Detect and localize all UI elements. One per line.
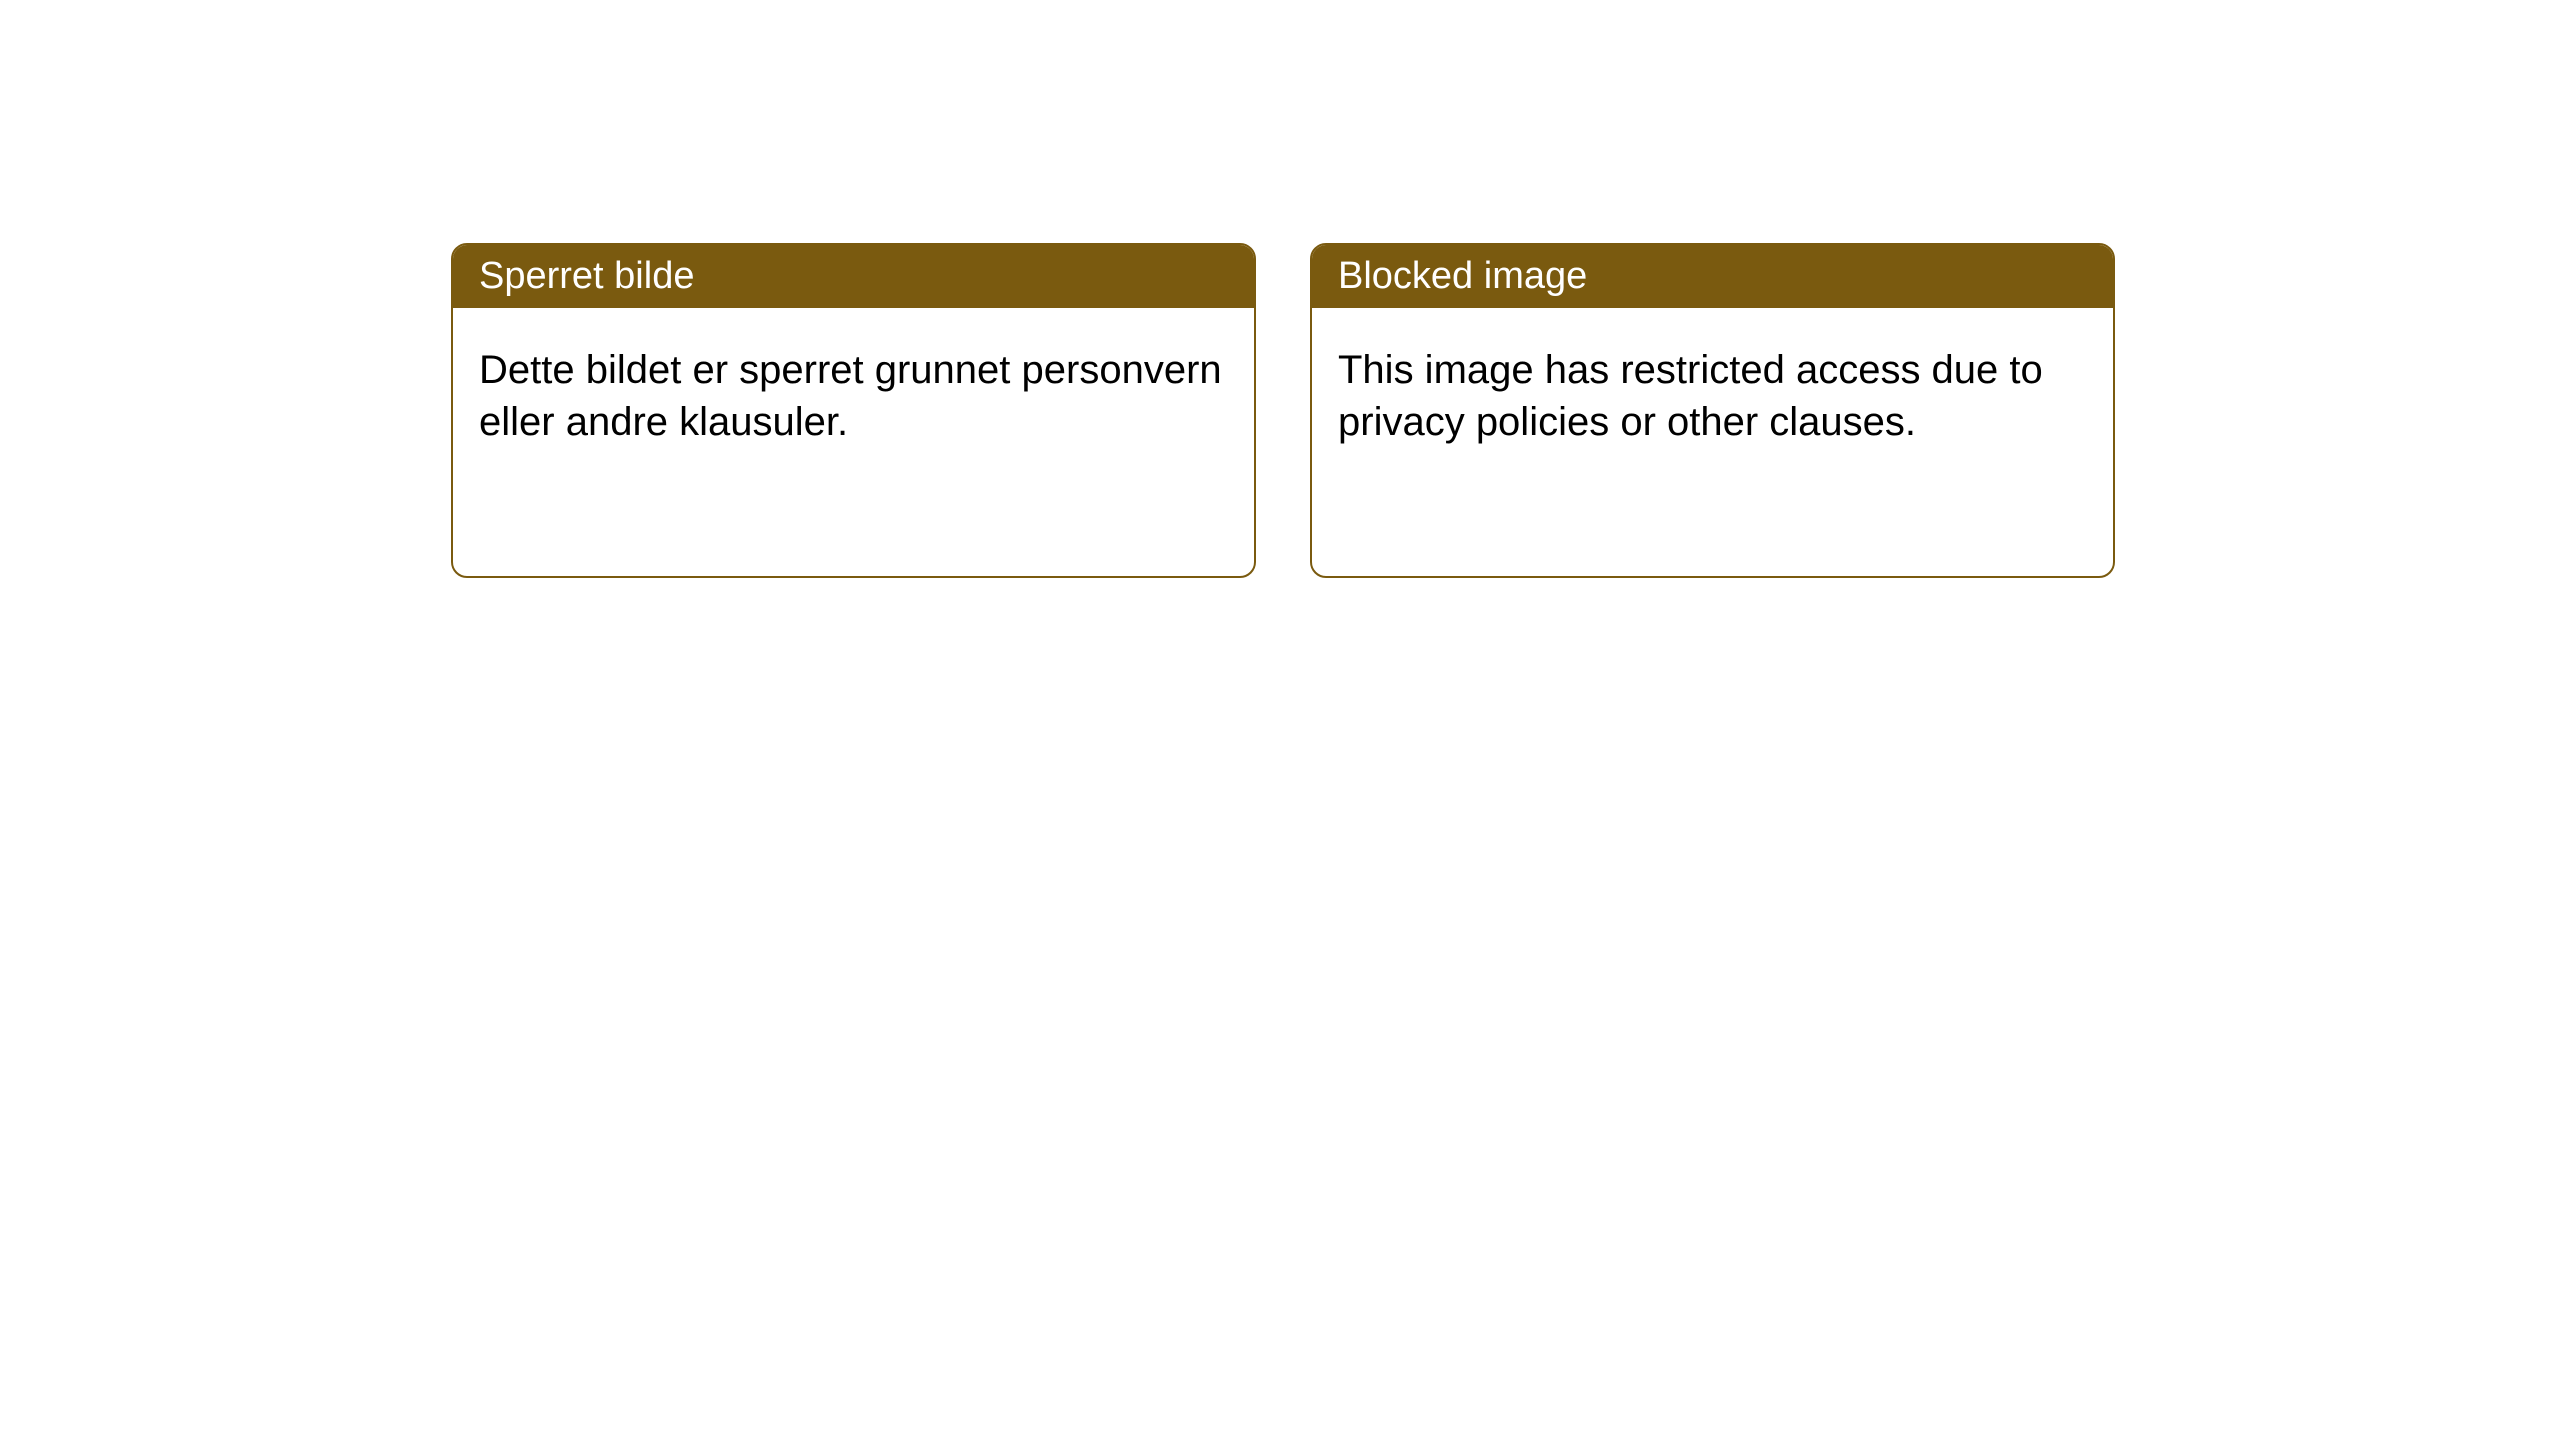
card-header: Sperret bilde [453, 245, 1254, 308]
card-title: Sperret bilde [479, 255, 694, 297]
card-body: Dette bildet er sperret grunnet personve… [453, 308, 1254, 484]
notice-cards-container: Sperret bilde Dette bildet er sperret gr… [0, 0, 2560, 578]
notice-card-english: Blocked image This image has restricted … [1310, 243, 2115, 578]
card-body: This image has restricted access due to … [1312, 308, 2113, 484]
card-title: Blocked image [1338, 255, 1587, 297]
card-message: Dette bildet er sperret grunnet personve… [479, 348, 1222, 444]
card-message: This image has restricted access due to … [1338, 348, 2043, 444]
notice-card-norwegian: Sperret bilde Dette bildet er sperret gr… [451, 243, 1256, 578]
card-header: Blocked image [1312, 245, 2113, 308]
